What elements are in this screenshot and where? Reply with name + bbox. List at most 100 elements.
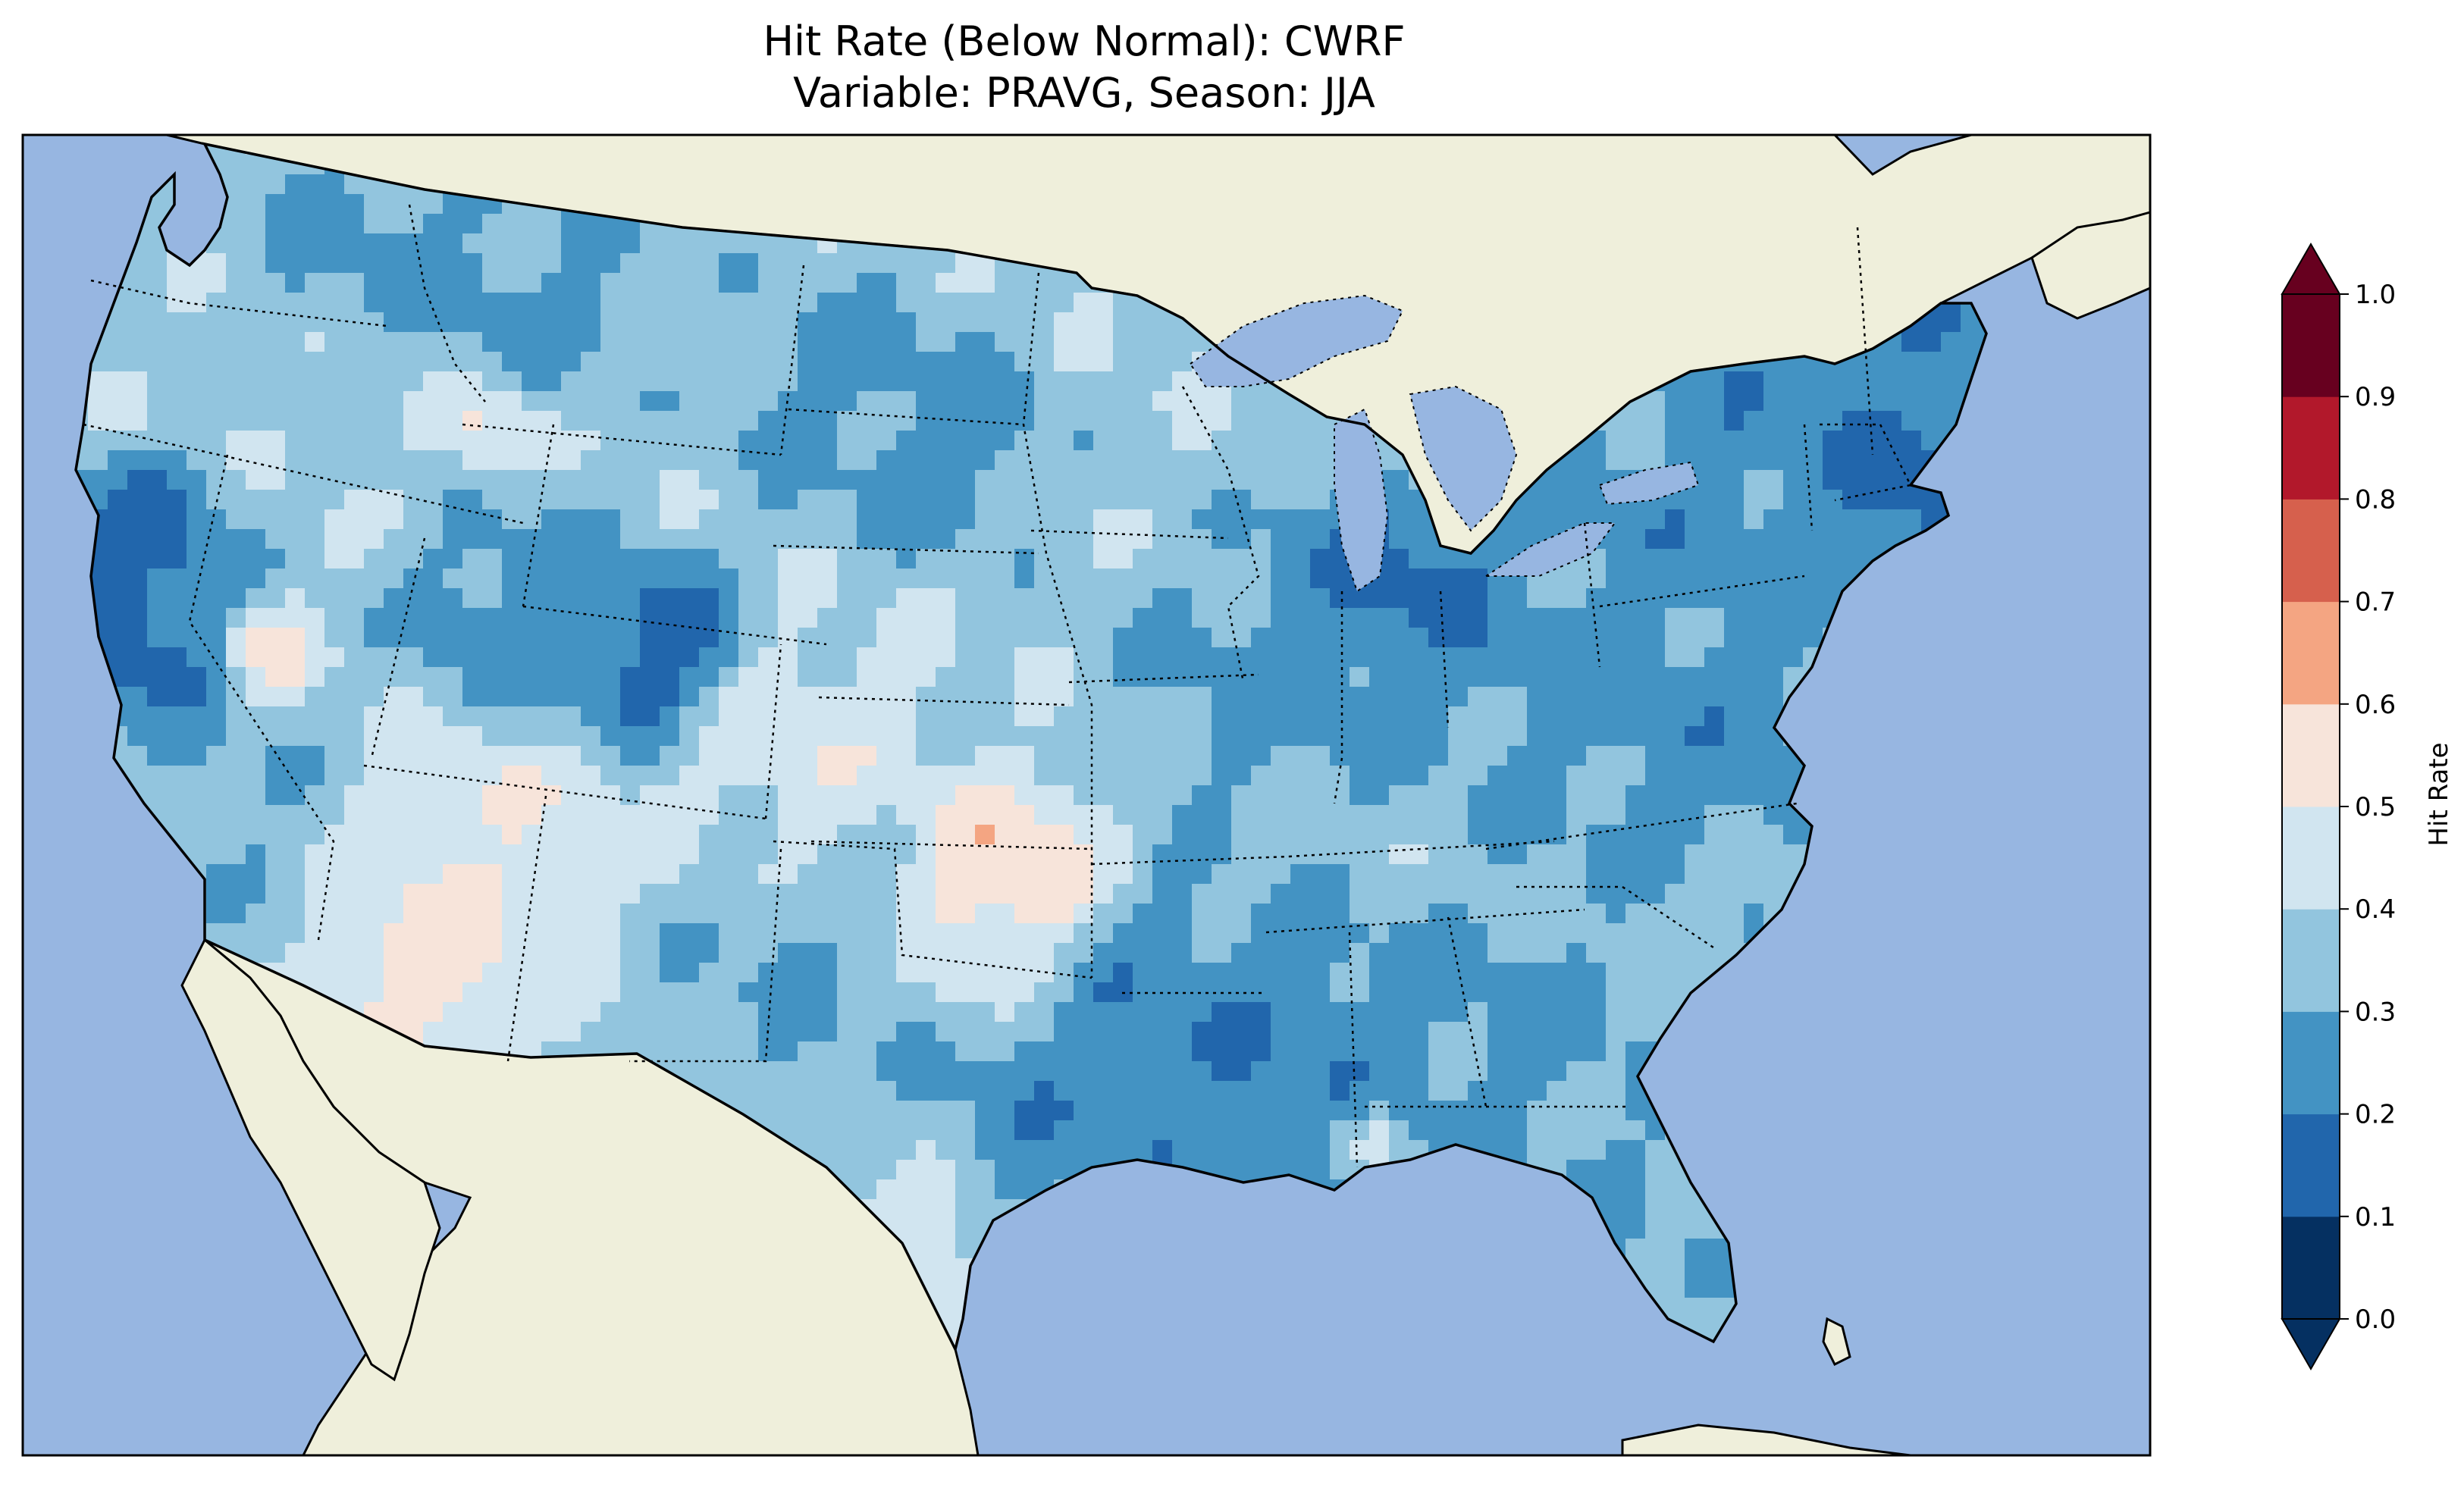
- heatmap-cell: [364, 411, 384, 431]
- heatmap-cell: [1448, 1061, 1469, 1082]
- heatmap-cell: [1744, 805, 1764, 825]
- heatmap-cell: [1685, 549, 1705, 569]
- heatmap-cell: [936, 864, 956, 885]
- heatmap-cell: [1074, 588, 1094, 609]
- heatmap-cell: [1133, 1101, 1153, 1121]
- heatmap-cell: [384, 805, 404, 825]
- heatmap-cell: [660, 293, 680, 313]
- heatmap-cell: [1941, 371, 1961, 392]
- heatmap-cell: [147, 588, 168, 609]
- heatmap-cell: [1074, 884, 1094, 904]
- heatmap-cell: [1566, 647, 1587, 668]
- heatmap-cell: [226, 608, 246, 628]
- heatmap-cell: [1507, 943, 1528, 963]
- heatmap-cell: [936, 825, 956, 845]
- heatmap-cell: [384, 608, 404, 628]
- heatmap-cell: [1704, 509, 1725, 530]
- heatmap-cell: [758, 884, 779, 904]
- heatmap-cell: [1251, 667, 1271, 687]
- heatmap-cell: [1566, 608, 1587, 628]
- heatmap-cell: [364, 293, 384, 313]
- heatmap-cell: [1547, 1101, 1567, 1121]
- heatmap-cell: [1389, 568, 1409, 589]
- heatmap-cell: [1014, 411, 1035, 431]
- heatmap-cell: [936, 884, 956, 904]
- heatmap-cell: [975, 923, 995, 944]
- heatmap-cell: [265, 214, 286, 234]
- heatmap-cell: [1133, 943, 1153, 963]
- heatmap-cell: [1547, 963, 1567, 983]
- heatmap-cell: [817, 509, 838, 530]
- heatmap-cell: [600, 628, 621, 648]
- heatmap-cell: [1231, 509, 1252, 530]
- heatmap-cell: [1409, 549, 1429, 569]
- heatmap-cell: [1409, 588, 1429, 609]
- heatmap-cell: [1074, 982, 1094, 1003]
- heatmap-cell: [324, 312, 345, 333]
- heatmap-cell: [1527, 785, 1547, 806]
- heatmap-cell: [1409, 647, 1429, 668]
- heatmap-cell: [817, 746, 838, 766]
- heatmap-cell: [916, 1061, 936, 1082]
- heatmap-cell: [1487, 687, 1508, 707]
- heatmap-cell: [1290, 726, 1311, 747]
- heatmap-cell: [1212, 1022, 1232, 1042]
- heatmap-cell: [384, 312, 404, 333]
- heatmap-cell: [384, 706, 404, 727]
- heatmap-cell: [955, 647, 976, 668]
- heatmap-cell: [778, 904, 798, 924]
- heatmap-cell: [265, 667, 286, 687]
- heatmap-cell: [502, 371, 522, 392]
- heatmap-cell: [167, 766, 187, 786]
- heatmap-cell: [738, 273, 759, 293]
- heatmap-cell: [936, 1101, 956, 1121]
- heatmap-cell: [738, 904, 759, 924]
- chart-title-line-2: Variable: PRAVG, Season: JJA: [793, 69, 1375, 117]
- heatmap-cell: [837, 884, 857, 904]
- heatmap-cell: [1606, 923, 1626, 944]
- heatmap-cell: [1625, 706, 1646, 727]
- heatmap-cell: [699, 371, 719, 392]
- heatmap-cell: [1763, 647, 1784, 668]
- heatmap-cell: [758, 1041, 779, 1062]
- heatmap-cell: [936, 293, 956, 313]
- heatmap-cell: [660, 312, 680, 333]
- heatmap-cell: [1251, 687, 1271, 707]
- heatmap-cell: [1113, 785, 1133, 806]
- heatmap-cell: [561, 312, 582, 333]
- heatmap-cell: [1093, 766, 1114, 786]
- heatmap-cell: [719, 273, 739, 293]
- heatmap-cell: [403, 352, 424, 372]
- heatmap-cell: [1448, 667, 1469, 687]
- heatmap-cell: [1527, 825, 1547, 845]
- heatmap-cell: [502, 332, 522, 352]
- heatmap-cell: [1113, 805, 1133, 825]
- heatmap-cell: [1350, 785, 1370, 806]
- heatmap-cell: [344, 332, 365, 352]
- heatmap-cell: [837, 253, 857, 274]
- heatmap-cell: [738, 766, 759, 786]
- heatmap-cell: [876, 864, 897, 885]
- heatmap-cell: [246, 726, 266, 747]
- heatmap-cell: [837, 1101, 857, 1121]
- heatmap-cell: [1586, 1041, 1607, 1062]
- heatmap-cell: [936, 549, 956, 569]
- heatmap-cell: [1113, 1022, 1133, 1042]
- heatmap-cell: [1645, 529, 1666, 550]
- heatmap-cell: [502, 1002, 522, 1023]
- heatmap-cell: [285, 785, 306, 806]
- heatmap-cell: [1310, 825, 1331, 845]
- heatmap-cell: [1152, 371, 1173, 392]
- heatmap-cell: [147, 332, 168, 352]
- heatmap-cell: [1468, 982, 1488, 1003]
- heatmap-cell: [285, 194, 306, 215]
- heatmap-cell: [561, 391, 582, 412]
- heatmap-cell: [876, 1081, 897, 1101]
- heatmap-cell: [1606, 450, 1626, 471]
- heatmap-cell: [620, 667, 641, 687]
- heatmap-cell: [955, 766, 976, 786]
- heatmap-cell: [1251, 1002, 1271, 1023]
- heatmap-cell: [975, 293, 995, 313]
- heatmap-cell: [679, 588, 700, 609]
- heatmap-cell: [1763, 509, 1784, 530]
